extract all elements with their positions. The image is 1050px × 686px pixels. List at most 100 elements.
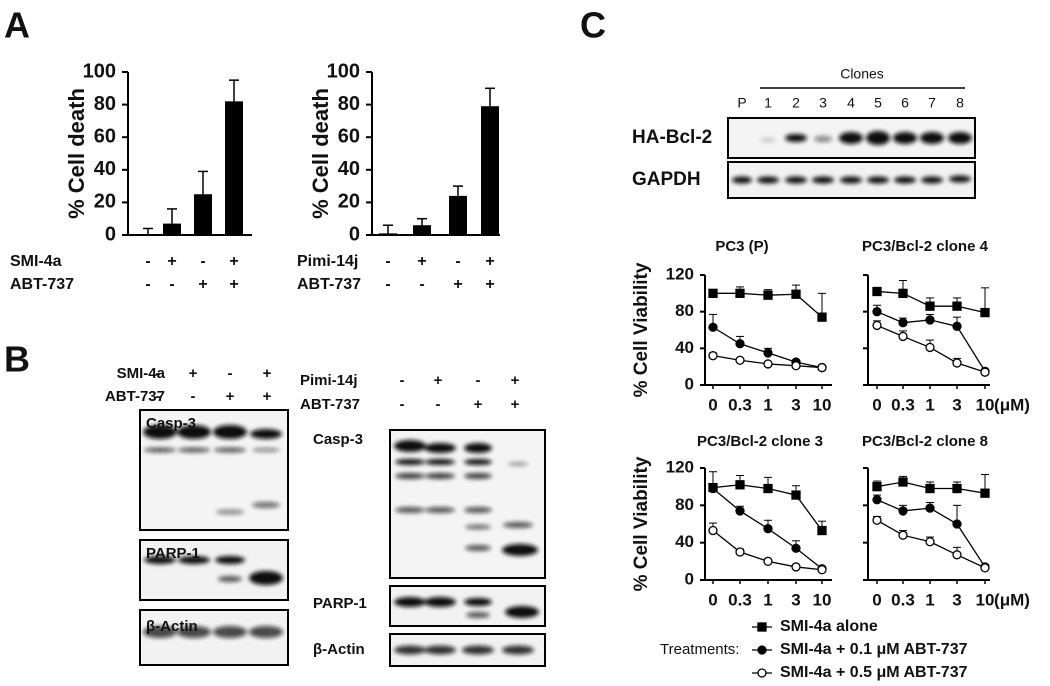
panel-label: A bbox=[4, 5, 30, 46]
lane-label: 2 bbox=[792, 95, 800, 111]
condition-sign: + bbox=[485, 253, 494, 270]
legend-marker bbox=[757, 622, 767, 632]
blot-row-label: GAPDH bbox=[632, 169, 701, 190]
marker bbox=[980, 563, 990, 573]
blot-row-label: β-Actin bbox=[313, 641, 365, 658]
marker bbox=[980, 488, 990, 498]
x-tick-label: 0.3 bbox=[728, 590, 752, 609]
marker bbox=[735, 355, 745, 365]
x-tick-label: 0 bbox=[872, 395, 881, 414]
legend-label: SMI-4a + 0.5 μM ABT-737 bbox=[780, 664, 968, 681]
marker bbox=[925, 537, 935, 547]
marker bbox=[708, 288, 718, 298]
condition-sign: + bbox=[167, 253, 176, 270]
marker bbox=[763, 483, 773, 494]
x-tick-label: 3 bbox=[952, 590, 961, 609]
condition-name: ABT-737 bbox=[105, 388, 165, 405]
chart-title: PC3/Bcl-2 clone 4 bbox=[862, 238, 989, 255]
x-tick-label: 0 bbox=[872, 590, 881, 609]
marker bbox=[817, 565, 827, 575]
condition-sign: - bbox=[385, 253, 390, 270]
condition-sign: + bbox=[511, 372, 520, 389]
condition-sign: + bbox=[229, 276, 238, 293]
x-tick-label: 1 bbox=[763, 590, 772, 609]
y-tick-label: 80 bbox=[675, 301, 694, 320]
marker bbox=[898, 506, 908, 516]
x-tick-label: 3 bbox=[952, 395, 961, 414]
y-tick-label: 40 bbox=[94, 158, 116, 180]
chart-title: PC3/Bcl-2 clone 8 bbox=[862, 433, 988, 450]
marker bbox=[952, 301, 962, 311]
y-axis-label: % Cell death bbox=[64, 88, 89, 219]
condition-sign: - bbox=[200, 253, 205, 270]
marker bbox=[791, 562, 801, 572]
marker bbox=[952, 550, 962, 560]
condition-sign: - bbox=[455, 253, 460, 270]
marker bbox=[872, 515, 882, 525]
marker bbox=[898, 331, 908, 342]
x-unit: (μM) bbox=[994, 395, 1030, 414]
lane-label: 1 bbox=[764, 95, 772, 111]
y-tick-label: 100 bbox=[327, 60, 360, 82]
condition-sign: + bbox=[434, 372, 443, 389]
condition-sign: - bbox=[191, 388, 196, 405]
marker bbox=[872, 320, 882, 331]
condition-name: Pimi-14j bbox=[300, 372, 358, 389]
y-tick-label: 20 bbox=[338, 191, 360, 213]
x-tick-label: 10 bbox=[813, 590, 832, 609]
bar bbox=[413, 225, 431, 235]
y-tick-label: 0 bbox=[105, 223, 116, 245]
condition-sign: + bbox=[474, 396, 483, 413]
bar bbox=[449, 195, 467, 235]
marker bbox=[872, 286, 882, 297]
legend-label: SMI-4a + 0.1 μM ABT-737 bbox=[780, 641, 968, 658]
condition-name: ABT-737 bbox=[297, 276, 361, 293]
marker bbox=[708, 351, 718, 361]
legend-title: Treatments: bbox=[660, 641, 739, 658]
blot-row-label: Casp-3 bbox=[146, 415, 196, 432]
marker bbox=[763, 524, 773, 534]
condition-sign: - bbox=[400, 396, 405, 413]
lane-label: 4 bbox=[847, 95, 855, 111]
x-tick-label: 10 bbox=[976, 590, 995, 609]
marker bbox=[708, 483, 718, 494]
y-tick-label: 80 bbox=[94, 93, 116, 115]
condition-name: SMI-4a bbox=[117, 365, 166, 382]
x-tick-label: 10 bbox=[813, 395, 832, 414]
marker bbox=[898, 318, 908, 328]
marker bbox=[817, 312, 827, 322]
condition-sign: - bbox=[156, 365, 161, 382]
condition-sign: - bbox=[145, 253, 150, 270]
marker bbox=[735, 506, 745, 516]
condition-sign: + bbox=[263, 388, 272, 405]
blot-group-label: Clones bbox=[840, 66, 884, 82]
marker bbox=[763, 348, 773, 358]
lane-label: 5 bbox=[874, 95, 882, 111]
y-tick-label: 120 bbox=[666, 457, 694, 476]
condition-sign: + bbox=[263, 365, 272, 382]
condition-sign: - bbox=[145, 276, 150, 293]
marker bbox=[898, 477, 908, 487]
bar bbox=[481, 106, 499, 235]
condition-sign: + bbox=[511, 396, 520, 413]
blot-b-left bbox=[139, 409, 289, 666]
x-tick-label: 1 bbox=[925, 395, 934, 414]
condition-sign: - bbox=[476, 372, 481, 389]
y-tick-label: 60 bbox=[94, 125, 116, 147]
marker bbox=[898, 530, 908, 540]
condition-sign: - bbox=[436, 396, 441, 413]
y-tick-label: 0 bbox=[685, 374, 694, 393]
blot-c bbox=[727, 87, 976, 199]
y-tick-label: 80 bbox=[338, 93, 360, 115]
bar bbox=[379, 233, 397, 235]
marker bbox=[817, 525, 827, 536]
condition-sign: + bbox=[485, 276, 494, 293]
marker bbox=[763, 290, 773, 300]
y-tick-label: 60 bbox=[338, 125, 360, 147]
blot-row-label: Casp-3 bbox=[313, 431, 363, 448]
panel-label: C bbox=[580, 5, 606, 46]
y-tick-label: 40 bbox=[338, 158, 360, 180]
marker bbox=[980, 367, 990, 377]
chart-title: PC3 (P) bbox=[715, 238, 768, 255]
condition-sign: - bbox=[169, 276, 174, 293]
